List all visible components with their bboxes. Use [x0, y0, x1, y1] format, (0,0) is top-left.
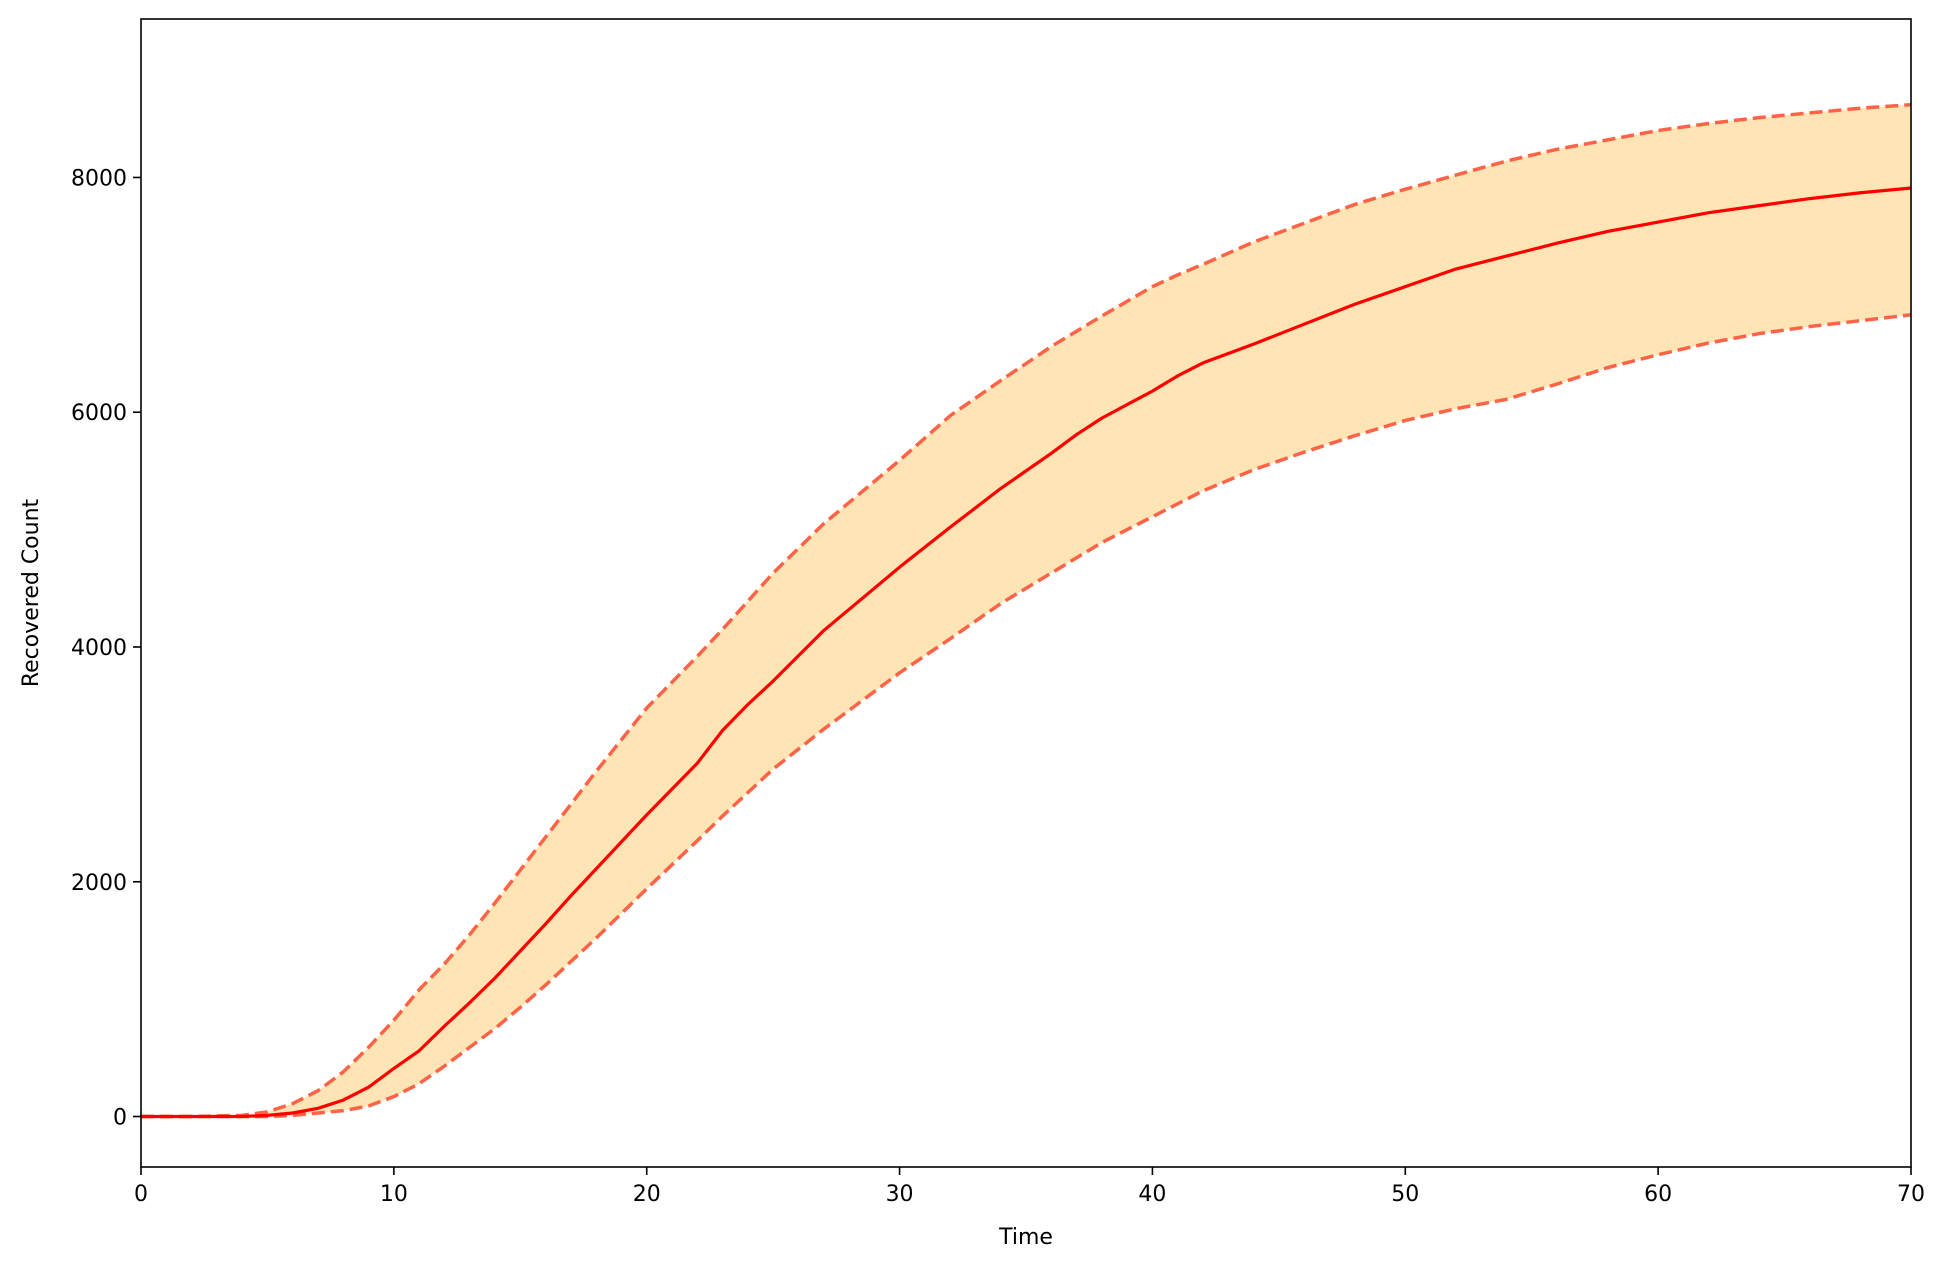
- y-tick-label: 6000: [71, 401, 127, 426]
- lower-bound-line: [141, 313, 1912, 1119]
- x-axis-label: Time: [998, 1225, 1053, 1250]
- upper-bound-line: [141, 102, 1912, 1119]
- confidence-band: [141, 104, 1911, 1117]
- y-tick-label: 2000: [71, 871, 127, 896]
- x-tick-label: 0: [134, 1182, 148, 1207]
- plot-area: [141, 102, 1912, 1119]
- y-tick-label: 8000: [71, 166, 127, 191]
- y-axis: 0 2000 4000 6000 8000: [71, 166, 141, 1131]
- mean-line: [141, 186, 1912, 1119]
- y-tick-label: 0: [113, 1106, 127, 1131]
- x-tick-label: 50: [1391, 1182, 1419, 1207]
- x-tick-label: 10: [380, 1182, 408, 1207]
- x-axis: 0 10 20 30 40 50 60 70: [134, 1167, 1925, 1207]
- x-tick-label: 20: [633, 1182, 661, 1207]
- x-tick-label: 40: [1138, 1182, 1166, 1207]
- x-tick-label: 70: [1897, 1182, 1925, 1207]
- x-tick-label: 30: [886, 1182, 914, 1207]
- y-axis-label: Recovered Count: [19, 498, 44, 687]
- x-tick-label: 60: [1644, 1182, 1672, 1207]
- plot-frame: [140, 18, 1912, 1168]
- y-tick-label: 4000: [71, 636, 127, 661]
